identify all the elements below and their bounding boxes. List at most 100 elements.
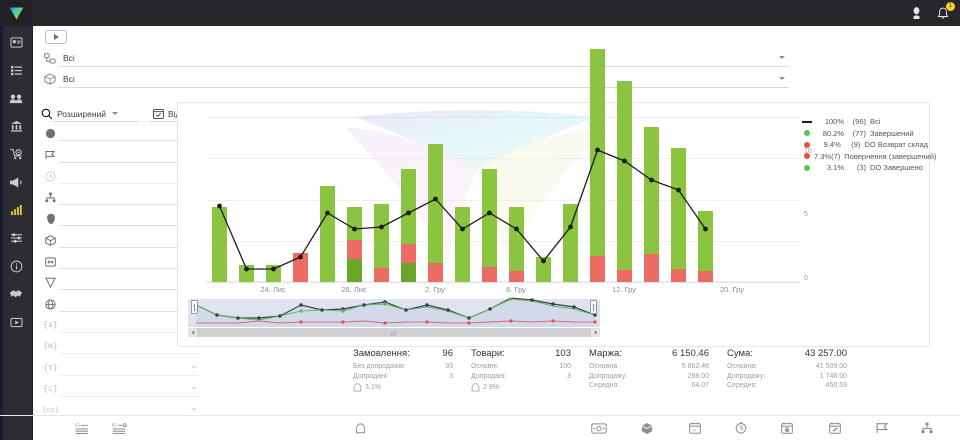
navigator-scrollbar[interactable]: ||| [188, 328, 600, 337]
stat-sub-label: Середня: [589, 382, 620, 389]
filter-row-brace-t[interactable]: {т} [41, 360, 199, 376]
filter-row-funnel[interactable] [41, 275, 199, 291]
app-logo[interactable] [0, 0, 33, 26]
filter-row-brace-c[interactable]: {c} [41, 382, 199, 398]
navigator-handle-right[interactable] [590, 300, 597, 314]
stat-value: 6 150.46 [672, 348, 709, 359]
gridline [206, 281, 800, 282]
filter-row-brace-m[interactable]: {м} [41, 339, 199, 355]
scroll-right-arrow[interactable] [591, 328, 600, 337]
legend-label: DO Возврат склад [864, 140, 928, 150]
chart-navigator[interactable]: ||| [188, 297, 600, 337]
x-tick: 28. Лис [341, 285, 367, 294]
filter-row-globe[interactable] [41, 126, 199, 142]
clock-icon[interactable] [732, 420, 750, 437]
filter-select[interactable] [60, 361, 199, 376]
tag-icon[interactable] [351, 420, 369, 437]
chevron-down-icon [191, 365, 197, 369]
stat-header: Замовлення: 96 [353, 348, 471, 359]
money-icon[interactable] [590, 420, 608, 437]
scroll-grip[interactable]: ||| [391, 331, 397, 337]
stat-sub-value: 93 [445, 363, 453, 370]
stat-value: 96 [442, 348, 453, 359]
bar-slot[interactable] [692, 117, 719, 282]
filter-row-frame[interactable] [41, 254, 199, 270]
bar-slot[interactable] [503, 117, 530, 282]
legend-line-marker [800, 121, 814, 123]
filter-row-sitemap[interactable] [41, 190, 199, 206]
bar-slot[interactable] [530, 117, 557, 282]
stat-line: Допродані: 3 [471, 373, 589, 380]
user-icon[interactable] [909, 6, 923, 20]
sidebar-item-list[interactable] [5, 60, 27, 80]
bar-slot[interactable] [584, 49, 611, 282]
filter-row-brace-s[interactable]: {s} [41, 318, 199, 334]
stat-percent-row: 3.1% [353, 382, 471, 392]
stat-sub-value: 3 [567, 372, 571, 380]
bar-slot[interactable] [287, 117, 314, 282]
calendar-lock-icon[interactable] [778, 420, 796, 437]
filter-row-globe-grid[interactable] [41, 296, 199, 312]
svg-text:17: 17 [692, 428, 697, 433]
legend-item[interactable]: 3.1% (3) DO Завершено [800, 162, 928, 174]
bar-slot[interactable] [476, 117, 503, 282]
bar-slot[interactable] [422, 117, 449, 282]
svg-text:ID: ID [75, 422, 80, 427]
sidebar-item-info[interactable] [5, 256, 27, 276]
filter-row-box[interactable] [41, 232, 199, 248]
sidebar-item-analytics[interactable] [5, 200, 27, 220]
play-button[interactable] [45, 30, 67, 44]
bar-slot[interactable] [557, 117, 584, 282]
bar-slot[interactable] [368, 117, 395, 282]
bar-slot[interactable] [206, 117, 233, 282]
stat-percent-row: 2.9% [471, 382, 589, 392]
bar-slot[interactable] [341, 117, 368, 282]
sidebar-item-marketing[interactable] [5, 172, 27, 192]
department-field[interactable]: Всі [59, 50, 789, 67]
box-icon[interactable] [638, 420, 656, 437]
id-list-icon[interactable]: ID [73, 420, 91, 437]
navigator-handle-left[interactable] [191, 300, 198, 314]
stat-label: Маржа: [589, 348, 622, 359]
sitemap-icon[interactable] [918, 420, 936, 437]
bar-slot[interactable] [314, 117, 341, 282]
sidebar-item-delivery[interactable] [5, 144, 27, 164]
legend-item[interactable]: 7.3% (7) Повернення (завершений) [800, 151, 936, 163]
scroll-left-arrow[interactable] [188, 328, 197, 337]
sidebar-item-dashboard[interactable] [5, 32, 27, 52]
filter-row-clock[interactable] [41, 169, 199, 185]
stat-line: Основні: 100 [471, 363, 589, 370]
sidebar-item-clients[interactable] [5, 88, 27, 108]
chart-plot-area [206, 49, 800, 282]
legend-label: Всі [870, 117, 881, 127]
list-icon [10, 65, 22, 75]
legend-item[interactable]: 9.4% (9) DO Возврат склад [800, 139, 928, 151]
calendar-icon[interactable]: 17 [686, 420, 704, 437]
legend-item[interactable]: 100% (96) Всі [800, 116, 928, 128]
bar-slot[interactable] [665, 117, 692, 282]
product-field[interactable]: Всі [59, 71, 789, 88]
stat-sub-value: 1 748.00 [819, 372, 847, 380]
sidebar-item-media[interactable] [5, 312, 27, 332]
sidebar-item-settings[interactable] [5, 228, 27, 248]
legend-dot-marker [800, 153, 814, 160]
bell-icon[interactable]: 1 [936, 2, 955, 20]
bottom-icon-strip: ID ID 17 [33, 416, 960, 440]
bar-slot[interactable] [611, 80, 638, 282]
search-mode-select[interactable]: Розширений [53, 106, 139, 122]
department-value: Всі [63, 52, 75, 63]
sidebar-item-warehouse[interactable] [5, 116, 27, 136]
sidebar-item-support[interactable] [5, 284, 27, 304]
filter-row-shield[interactable] [41, 211, 199, 227]
legend-count: (3) [856, 163, 866, 173]
search-icon[interactable] [41, 108, 53, 120]
id-order-icon[interactable]: ID [111, 420, 129, 437]
filter-row-flag[interactable] [41, 147, 199, 163]
filter-select[interactable] [60, 382, 199, 397]
bar-slot[interactable] [638, 117, 665, 282]
legend-item[interactable]: 80.2% (77) Завершений [800, 128, 928, 140]
calendar-edit-icon[interactable] [826, 420, 844, 437]
flag-icon[interactable] [873, 420, 891, 437]
bar-slot[interactable] [395, 117, 422, 282]
stat-sub-label: Допродажу: [727, 372, 766, 380]
